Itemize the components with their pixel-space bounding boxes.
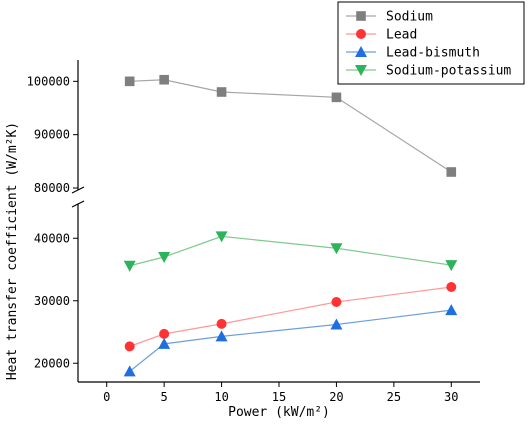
data-point-sodium [446,167,457,177]
y-tick-label: 30000 [34,294,70,308]
series-line-sodium-potassium [129,235,452,267]
data-point-lead-bismuth [215,330,228,342]
data-point-lead-bismuth [158,337,171,349]
legend-label-sodium-potassium: Sodium-potassium [386,64,511,79]
legend-marker-sodium-potassium [355,65,367,76]
axis-break-mark [71,200,85,208]
y-tick-label: 90000 [34,128,70,142]
series-layer [123,74,458,377]
data-point-lead [331,297,342,307]
data-point-sodium-potassium [330,243,343,255]
data-point-sodium-potassium [158,252,171,263]
data-point-sodium [159,74,169,85]
data-point-lead [216,318,227,329]
legend-label-sodium: Sodium [386,10,433,25]
legend: Sodium Lead Lead-bismuth Sodium-potassium [337,1,525,85]
data-point-lead [124,341,135,352]
data-point-sodium-potassium [123,260,136,272]
legend-label-lead: Lead [386,28,417,43]
data-point-sodium-potassium [215,231,228,243]
x-tick-label: 10 [214,390,228,404]
legend-marker-lead [356,29,366,39]
x-tick-label: 15 [272,390,286,404]
series-line-lead-bismuth [129,309,452,372]
legend-marker-sodium [356,11,366,21]
axis-break-mark [71,186,85,194]
data-point-sodium [331,92,342,103]
x-tick-label: 20 [329,390,343,404]
series-line-sodium [129,79,452,173]
series-lead [124,282,457,352]
data-point-lead-bismuth [445,304,458,316]
x-tick-label: 5 [161,390,168,404]
data-point-lead [159,328,170,339]
axes: 0 5 10 15 20 25 30 80000 90000 100000 20000 30000 40… [27,60,480,404]
y-tick-label: 100000 [27,74,70,88]
x-tick-label: 0 [103,390,110,404]
data-point-lead-bismuth [330,318,343,330]
series-sodium-potassium [123,231,458,272]
data-point-sodium [124,76,135,87]
series-sodium [124,74,457,177]
legend-marker-lead-bismuth [355,46,367,57]
x-axis-title: Power (kW/m²) [228,405,330,420]
legend-label-lead-bismuth: Lead-bismuth [386,46,480,61]
data-point-lead-bismuth [123,365,136,377]
x-tick-label: 25 [387,390,401,404]
y-tick-label: 80000 [34,181,70,195]
y-tick-label: 20000 [34,356,70,370]
y-axis-title: Heat transfer coefficient (W/m²K) [5,122,20,380]
data-point-sodium-potassium [445,260,458,272]
y-tick-label: 40000 [34,231,70,245]
data-point-sodium [216,87,227,97]
data-point-lead [446,282,457,292]
series-lead-bismuth [123,304,458,377]
x-tick-label: 30 [444,390,458,404]
